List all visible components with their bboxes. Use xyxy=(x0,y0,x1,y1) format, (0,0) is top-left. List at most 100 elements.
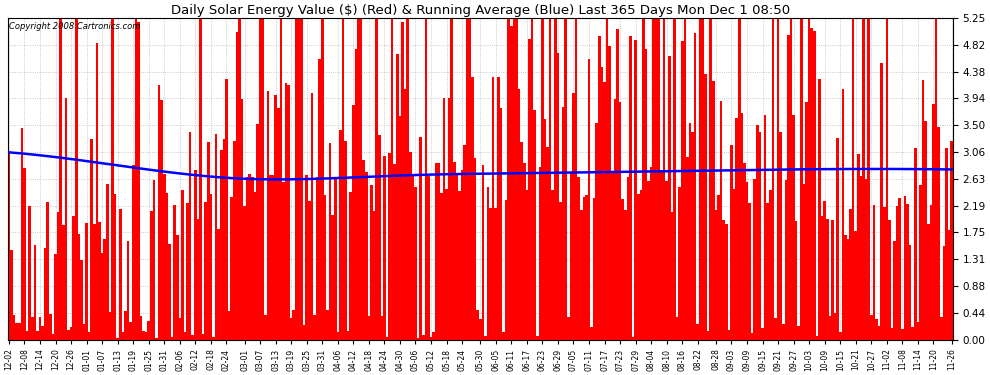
Bar xyxy=(725,224,728,339)
Bar xyxy=(710,18,712,339)
Bar xyxy=(590,327,593,339)
Bar xyxy=(738,18,741,339)
Bar xyxy=(357,18,359,339)
Bar xyxy=(601,67,603,339)
Bar xyxy=(23,168,26,339)
Bar xyxy=(502,332,505,339)
Bar xyxy=(513,18,515,339)
Bar xyxy=(702,18,704,339)
Bar xyxy=(119,209,122,339)
Bar xyxy=(18,323,21,339)
Bar xyxy=(790,18,792,339)
Bar xyxy=(556,53,559,339)
Bar xyxy=(947,230,950,339)
Bar xyxy=(686,157,689,339)
Bar xyxy=(54,254,56,339)
Bar xyxy=(31,317,34,339)
Bar xyxy=(544,119,546,339)
Bar xyxy=(940,317,942,339)
Bar xyxy=(300,18,303,339)
Bar xyxy=(324,195,326,339)
Bar xyxy=(367,316,370,339)
Bar xyxy=(352,105,354,339)
Bar xyxy=(157,85,160,339)
Bar xyxy=(731,144,733,339)
Bar xyxy=(774,318,777,339)
Bar xyxy=(885,18,888,339)
Bar xyxy=(354,49,357,339)
Bar xyxy=(593,198,595,339)
Bar xyxy=(51,334,54,339)
Bar xyxy=(476,310,479,339)
Bar xyxy=(168,244,170,339)
Bar xyxy=(370,184,373,339)
Bar xyxy=(935,18,938,339)
Bar xyxy=(872,205,875,339)
Bar xyxy=(736,118,738,339)
Bar xyxy=(67,330,69,339)
Bar xyxy=(800,18,803,339)
Bar xyxy=(455,175,458,339)
Bar xyxy=(83,324,85,339)
Bar xyxy=(165,193,168,339)
Bar xyxy=(561,107,564,339)
Bar xyxy=(47,202,50,339)
Bar xyxy=(435,164,438,339)
Bar xyxy=(668,56,670,339)
Bar xyxy=(239,18,241,339)
Bar xyxy=(438,163,441,339)
Bar xyxy=(204,202,207,339)
Bar xyxy=(834,313,837,339)
Bar xyxy=(106,184,109,339)
Bar xyxy=(481,165,484,339)
Bar xyxy=(572,93,575,339)
Bar xyxy=(647,181,649,339)
Bar xyxy=(792,115,795,339)
Bar xyxy=(883,207,885,339)
Bar xyxy=(458,191,460,339)
Bar xyxy=(122,332,124,339)
Bar xyxy=(378,135,380,339)
Bar xyxy=(277,108,279,339)
Bar xyxy=(854,231,857,339)
Bar xyxy=(148,321,150,339)
Bar xyxy=(430,338,433,339)
Bar xyxy=(479,319,481,339)
Bar xyxy=(248,174,251,339)
Bar xyxy=(69,327,72,339)
Bar xyxy=(337,332,340,339)
Bar xyxy=(13,315,16,339)
Bar xyxy=(241,99,244,339)
Bar xyxy=(425,18,427,339)
Bar xyxy=(750,333,753,339)
Bar xyxy=(124,311,127,339)
Bar xyxy=(132,165,135,339)
Bar xyxy=(857,154,859,339)
Bar xyxy=(316,177,319,339)
Bar xyxy=(282,182,285,339)
Bar xyxy=(391,18,393,339)
Bar xyxy=(365,172,367,339)
Bar xyxy=(521,142,523,339)
Bar xyxy=(663,18,665,339)
Bar xyxy=(689,123,691,339)
Bar xyxy=(622,199,624,339)
Bar xyxy=(253,192,256,339)
Bar xyxy=(766,202,769,339)
Bar xyxy=(922,81,925,339)
Bar xyxy=(383,156,386,339)
Bar xyxy=(575,18,577,339)
Bar xyxy=(111,18,114,339)
Bar xyxy=(492,77,494,339)
Bar xyxy=(670,212,673,339)
Bar xyxy=(287,85,290,339)
Bar xyxy=(414,187,417,339)
Bar xyxy=(611,173,614,339)
Bar xyxy=(75,18,77,339)
Bar xyxy=(630,36,632,339)
Bar xyxy=(279,18,282,339)
Bar xyxy=(189,132,191,339)
Bar xyxy=(373,211,375,339)
Bar xyxy=(945,148,947,339)
Bar xyxy=(433,332,435,339)
